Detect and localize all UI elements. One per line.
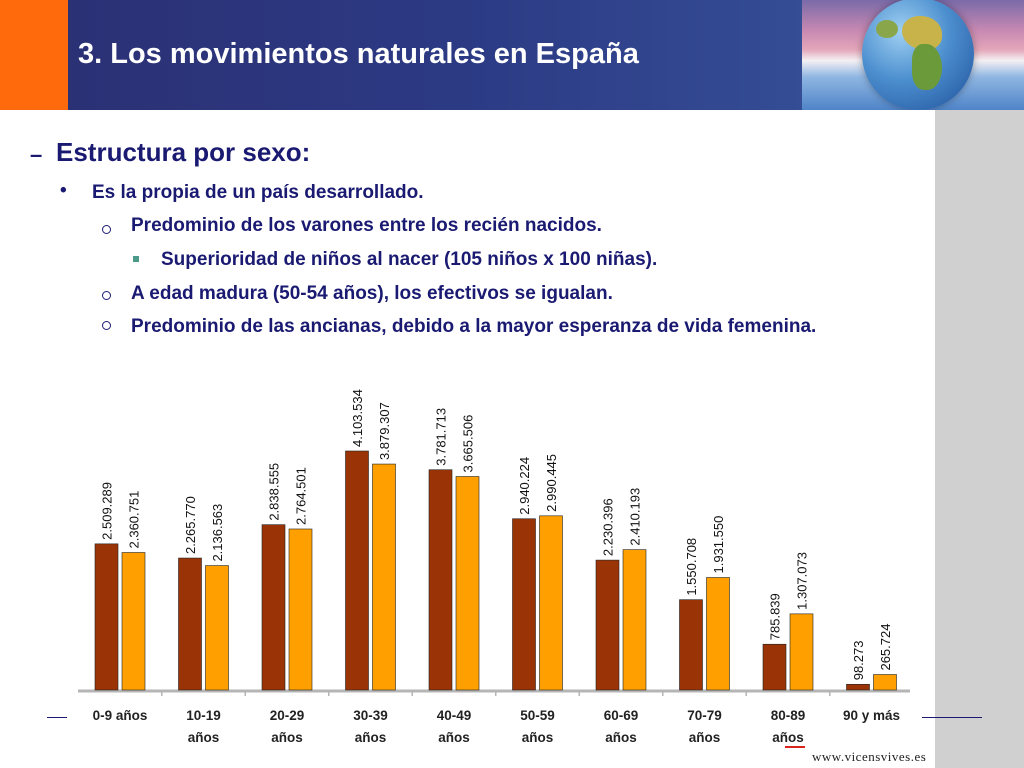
bar-men: [595, 559, 620, 691]
bar-label-women: 3.879.307: [377, 402, 392, 460]
bar-group: 2.265.770 2.136.563 10-19 años: [161, 496, 229, 745]
bullet-text-4: A edad madura (50-54 años), los efectivo…: [131, 283, 613, 304]
bar-label-men: 4.103.534: [350, 389, 365, 447]
x-tick-label: 30-39: [353, 708, 388, 723]
bar-label-women: 2.990.445: [544, 454, 559, 512]
bar-group: 3.781.713 3.665.506 40-49 años: [411, 408, 480, 745]
x-tick-label: años: [522, 730, 554, 745]
bar-label-men: 2.509.289: [100, 482, 115, 540]
website-url: www.vicensvives.es: [812, 749, 927, 764]
bar-label-men: 785.839: [768, 593, 783, 640]
bar-group: 98.273 265.724 90 y más: [829, 624, 900, 723]
x-tick-label: años: [689, 730, 721, 745]
bar-men: [428, 469, 453, 691]
x-tick-label: años: [438, 730, 470, 745]
bar-label-men: 1.550.708: [684, 538, 699, 596]
x-tick-label: 90 y más: [843, 708, 900, 723]
x-tick-label: 60-69: [604, 708, 639, 723]
bar-group: 2.230.396 2.410.193 60-69 años: [578, 488, 647, 745]
bar-women: [288, 528, 313, 691]
circle-bullet-icon: [102, 321, 111, 330]
x-tick-label: 50-59: [520, 708, 555, 723]
bar-men: [345, 450, 369, 691]
x-tick-label: años: [355, 730, 387, 745]
bar-group: 1.550.708 1.931.550 70-79 años: [662, 516, 730, 745]
x-tick-label: años: [188, 730, 220, 745]
x-tick-label: años: [605, 730, 637, 745]
bullet-text-5: Predominio de las ancianas, debido a la …: [131, 316, 817, 337]
bar-women: [205, 565, 229, 691]
bar-label-men: 2.940.224: [517, 457, 532, 515]
circle-bullet-icon: [102, 291, 111, 300]
bullet-text-2: Predominio de los varones entre los reci…: [131, 215, 602, 236]
bar-label-men: 2.838.555: [267, 463, 282, 521]
bar-label-men: 2.265.770: [183, 496, 198, 554]
divider-right: [922, 717, 982, 718]
bar-women: [873, 674, 897, 691]
bar-label-women: 1.307.073: [795, 552, 810, 610]
x-tick-label: 20-29: [270, 708, 305, 723]
bar-women: [372, 463, 396, 691]
population-bar-chart: 2.509.289 2.360.751 0-9 años 2.265.770 2.136…: [78, 389, 910, 745]
bar-label-men: 98.273: [851, 641, 866, 681]
circle-bullet-icon: [102, 225, 111, 234]
bar-label-women: 1.931.550: [711, 516, 726, 574]
bar-women: [706, 577, 730, 691]
bar-label-men: 3.781.713: [434, 408, 449, 466]
bar-men: [261, 524, 286, 691]
bar-label-men: 2.230.396: [601, 498, 616, 556]
bar-men: [94, 543, 119, 691]
bar-men: [512, 518, 536, 691]
bullet-marker: •: [60, 180, 67, 201]
bullet-text-1: Es la propia de un país desarrollado.: [92, 182, 424, 203]
globe-icon: [862, 0, 974, 110]
x-tick-label: 0-9 años: [93, 708, 148, 723]
bar-women: [622, 549, 647, 691]
bar-women: [539, 515, 563, 691]
bar-group: 2.509.289 2.360.751 0-9 años: [93, 482, 148, 723]
bar-group: 2.838.555 2.764.501 20-29 años: [244, 463, 313, 745]
bar-women: [789, 613, 814, 691]
bar-label-women: 3.665.506: [461, 415, 476, 473]
section-heading: Estructura por sexo:: [56, 137, 311, 167]
bar-men: [178, 557, 202, 691]
accent-block: [0, 0, 68, 110]
bar-label-women: 2.360.751: [127, 491, 142, 549]
divider-left: [47, 717, 67, 718]
bar-label-women: 265.724: [878, 624, 893, 671]
x-tick-label: 10-19: [186, 708, 221, 723]
x-tick-label: 40-49: [437, 708, 472, 723]
globe-panel: [802, 0, 1024, 110]
bullet-text-3: Superioridad de niños al nacer (105 niño…: [161, 249, 658, 270]
bar-women: [455, 476, 480, 691]
x-tick-label: 80-89: [771, 708, 806, 723]
bar-men: [679, 599, 703, 691]
x-tick-label: 70-79: [687, 708, 722, 723]
bar-label-women: 2.410.193: [628, 488, 643, 546]
side-band: [935, 110, 1024, 768]
bar-men: [846, 683, 870, 691]
bar-men: [762, 643, 787, 691]
square-bullet-icon: [133, 256, 139, 262]
page-title: 3. Los movimientos naturales en España: [78, 38, 639, 70]
bar-group: 785.839 1.307.073 80-89 años: [745, 552, 814, 745]
bar-label-women: 2.136.563: [210, 504, 225, 562]
bar-group: 2.940.224 2.990.445 50-59 años: [495, 454, 563, 745]
red-dash: [785, 746, 805, 748]
bar-women: [121, 552, 146, 691]
heading-marker: –: [30, 142, 43, 167]
x-tick-label: años: [271, 730, 303, 745]
bar-group: 4.103.534 3.879.307 30-39 años: [328, 389, 396, 745]
bar-label-women: 2.764.501: [294, 467, 309, 525]
x-tick-label: años: [772, 730, 804, 745]
